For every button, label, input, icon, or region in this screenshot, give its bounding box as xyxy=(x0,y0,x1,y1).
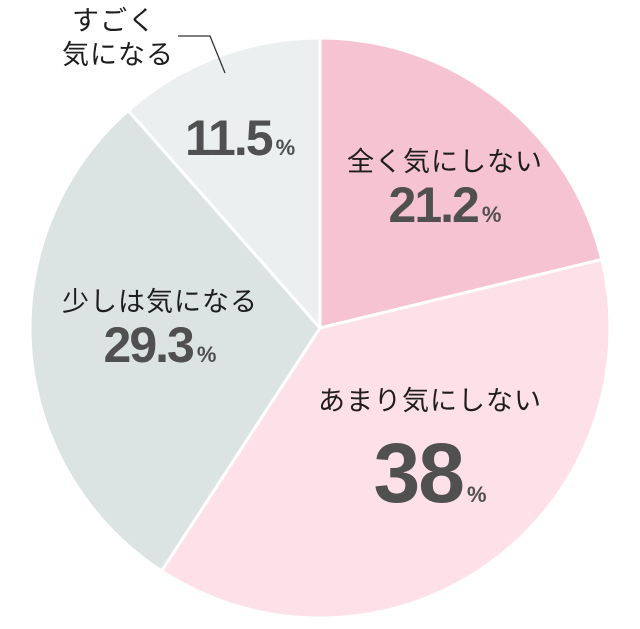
callout-leader-line xyxy=(178,35,226,74)
slice-value: 21.2% xyxy=(388,177,502,233)
slice-name: 少しは気になる xyxy=(62,287,258,318)
slice-value: 29.3% xyxy=(103,317,217,373)
slice-name: あまり気にしない xyxy=(318,386,542,417)
slice-label-not-concerned-at-all: 全く気にしない 21.2% xyxy=(340,146,550,230)
callout-label-very-concerned: すごく 気になる xyxy=(62,5,174,73)
slice-not-concerned-at-all xyxy=(318,36,604,330)
callout-line-2: 気になる xyxy=(62,40,174,71)
slice-label-not-very-concerned: あまり気にしない 38% xyxy=(300,385,560,515)
slice-label-very-concerned: 11.5% xyxy=(185,113,295,163)
slice-value: 11.5% xyxy=(185,110,296,166)
callout-line-1: すごく xyxy=(72,6,156,37)
slice-very-concerned xyxy=(126,36,322,330)
slice-label-somewhat-concerned: 少しは気になる 29.3% xyxy=(40,286,280,370)
slice-not-very-concerned xyxy=(160,257,612,620)
slice-name: 全く気にしない xyxy=(347,147,543,178)
slice-somewhat-concerned xyxy=(28,108,322,573)
slice-value: 38% xyxy=(373,426,487,520)
